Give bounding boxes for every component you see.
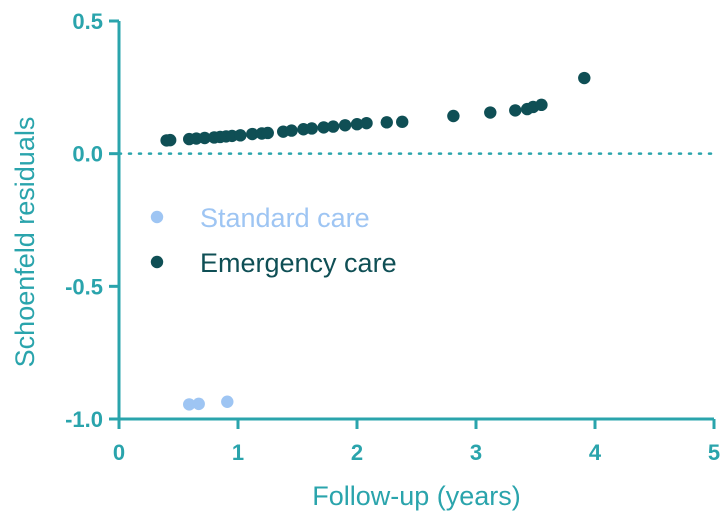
x-tick-label: 2 xyxy=(351,440,363,465)
plot-area xyxy=(160,71,591,411)
data-point-emergency-care xyxy=(360,116,373,130)
data-point-emergency-care xyxy=(396,115,409,129)
data-point-emergency-care xyxy=(338,119,352,132)
axes xyxy=(109,19,716,429)
legend: Standard care Emergency care xyxy=(150,203,397,278)
data-point-emergency-care xyxy=(350,118,364,131)
x-tick-label: 1 xyxy=(232,440,244,465)
data-point-emergency-care xyxy=(535,98,548,112)
data-point-emergency-care xyxy=(327,120,340,133)
y-tick-label: -1.0 xyxy=(65,407,103,432)
data-point-emergency-care xyxy=(198,131,211,145)
data-point-emergency-care xyxy=(317,121,330,134)
y-tick-label: 0.0 xyxy=(72,142,103,167)
y-tick-label: -0.5 xyxy=(65,274,103,299)
data-point-emergency-care xyxy=(261,126,274,140)
x-tick-label: 0 xyxy=(113,440,125,465)
legend-marker-emergency-care xyxy=(150,255,164,269)
data-point-emergency-care xyxy=(380,116,393,129)
y-tick-label: 0.5 xyxy=(72,9,103,34)
data-point-standard-care xyxy=(192,397,205,411)
series-emergency-care xyxy=(160,71,591,147)
data-point-emergency-care xyxy=(305,122,318,135)
data-point-standard-care xyxy=(183,398,196,411)
data-point-emergency-care xyxy=(484,106,497,119)
tick-labels: -1.0 -0.5 0.0 0.5 0 1 2 3 4 5 xyxy=(65,9,720,465)
data-point-emergency-care xyxy=(447,109,460,123)
x-axis-title: Follow-up (years) xyxy=(312,481,521,511)
legend-label-standard-care: Standard care xyxy=(200,203,370,233)
x-tick-label: 5 xyxy=(708,440,720,465)
data-point-emergency-care xyxy=(163,133,177,147)
x-tick-label: 4 xyxy=(589,440,602,465)
data-point-emergency-care xyxy=(285,124,298,137)
data-point-emergency-care xyxy=(234,129,247,142)
x-tick-label: 3 xyxy=(470,440,482,465)
data-point-emergency-care xyxy=(246,127,259,141)
data-point-emergency-care xyxy=(509,104,522,117)
data-point-standard-care xyxy=(221,395,234,408)
data-point-emergency-care xyxy=(578,71,591,85)
legend-marker-standard-care xyxy=(150,210,164,224)
y-axis-title: Schoenfeld residuals xyxy=(10,117,40,368)
series-standard-care xyxy=(183,395,234,411)
legend-label-emergency-care: Emergency care xyxy=(200,248,397,278)
